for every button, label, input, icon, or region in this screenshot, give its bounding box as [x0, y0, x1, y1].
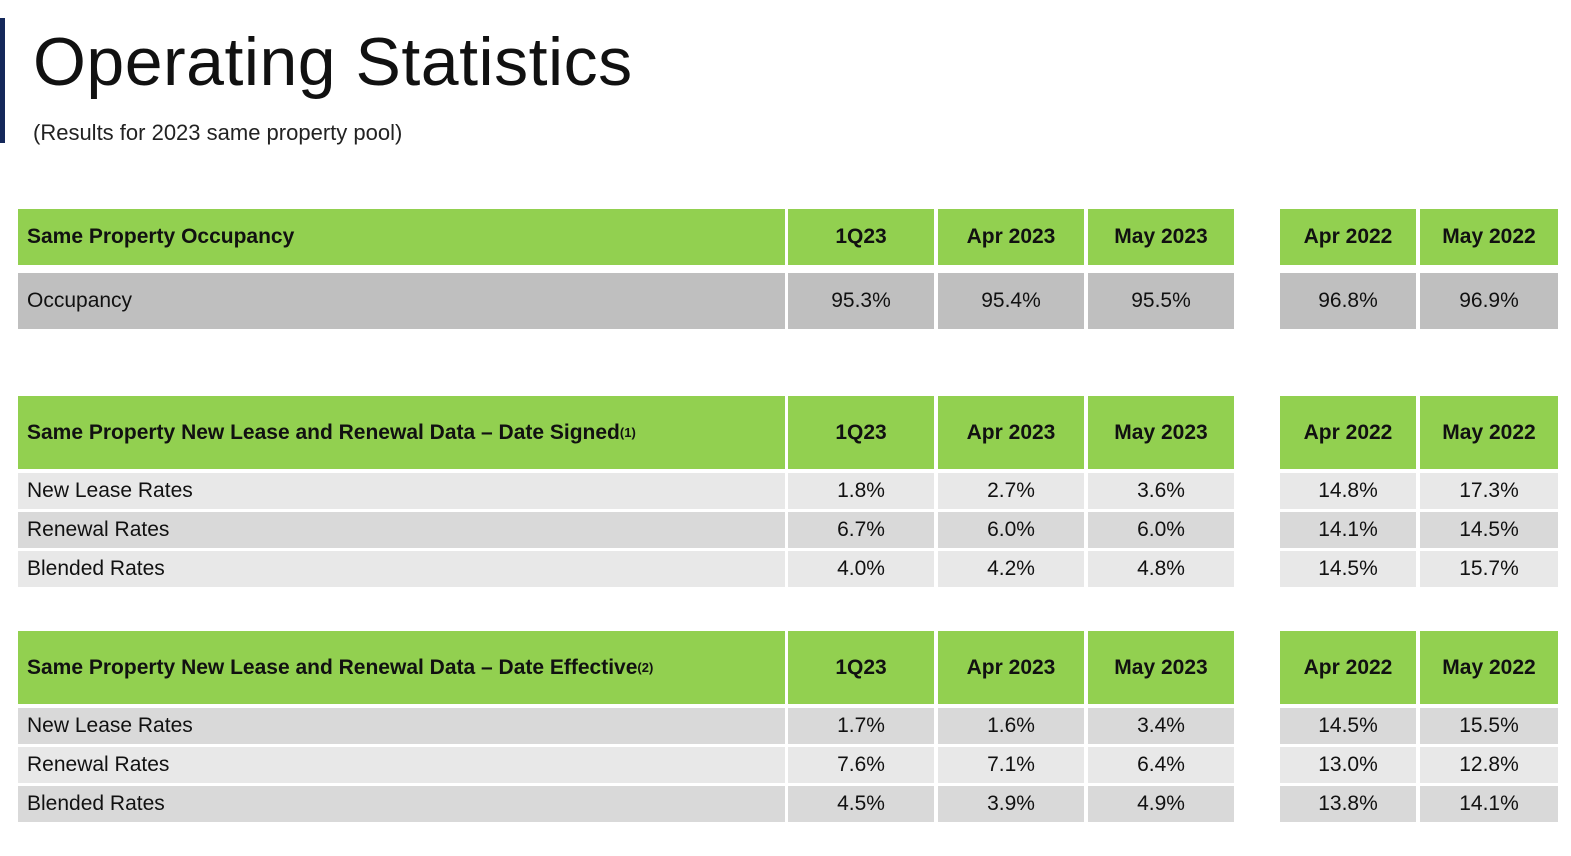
column-header: Apr 2023	[938, 631, 1084, 704]
data-cell: 4.2%	[938, 551, 1084, 587]
data-cell: 13.0%	[1280, 747, 1416, 783]
data-cell: 1.8%	[788, 473, 934, 509]
data-cell: 15.5%	[1420, 708, 1558, 744]
data-cell: 4.5%	[788, 786, 934, 822]
data-cell: 12.8%	[1420, 747, 1558, 783]
column-header: Apr 2022	[1280, 209, 1416, 265]
row-label: New Lease Rates	[18, 708, 785, 744]
data-cell: 4.0%	[788, 551, 934, 587]
column-header: Apr 2022	[1280, 631, 1416, 704]
data-cell: 3.4%	[1088, 708, 1234, 744]
row-label: Blended Rates	[18, 551, 785, 587]
data-cell: 6.4%	[1088, 747, 1234, 783]
page-subtitle: (Results for 2023 same property pool)	[33, 120, 403, 145]
data-cell: 3.6%	[1088, 473, 1234, 509]
column-header: Apr 2023	[938, 209, 1084, 265]
data-cell: 3.9%	[938, 786, 1084, 822]
data-cell: 2.7%	[938, 473, 1084, 509]
column-header: May 2023	[1088, 209, 1234, 265]
data-cell: 4.8%	[1088, 551, 1234, 587]
data-cell: 1.7%	[788, 708, 934, 744]
occupancy-table-heading: Same Property Occupancy	[18, 209, 785, 265]
data-cell: 14.5%	[1280, 708, 1416, 744]
data-cell: 4.9%	[1088, 786, 1234, 822]
row-label: Occupancy	[18, 273, 785, 329]
column-header: May 2022	[1420, 631, 1558, 704]
data-cell: 95.4%	[938, 273, 1084, 329]
column-header: May 2022	[1420, 396, 1558, 469]
data-cell: 13.8%	[1280, 786, 1416, 822]
date-effective-table-heading: Same Property New Lease and Renewal Data…	[18, 631, 785, 704]
title-accent-bar	[0, 18, 5, 143]
column-header: May 2022	[1420, 209, 1558, 265]
data-cell: 6.0%	[938, 512, 1084, 548]
data-cell: 7.1%	[938, 747, 1084, 783]
column-header: 1Q23	[788, 209, 934, 265]
column-header: 1Q23	[788, 631, 934, 704]
data-cell: 6.0%	[1088, 512, 1234, 548]
data-cell: 17.3%	[1420, 473, 1558, 509]
data-cell: 95.3%	[788, 273, 934, 329]
data-cell: 96.8%	[1280, 273, 1416, 329]
column-header: May 2023	[1088, 396, 1234, 469]
row-label: New Lease Rates	[18, 473, 785, 509]
column-header: May 2023	[1088, 631, 1234, 704]
date-signed-table-heading: Same Property New Lease and Renewal Data…	[18, 396, 785, 469]
data-cell: 15.7%	[1420, 551, 1558, 587]
row-label: Blended Rates	[18, 786, 785, 822]
column-header: Apr 2022	[1280, 396, 1416, 469]
page-title: Operating Statistics	[33, 24, 633, 100]
column-header: 1Q23	[788, 396, 934, 469]
data-cell: 6.7%	[788, 512, 934, 548]
row-label: Renewal Rates	[18, 512, 785, 548]
data-cell: 96.9%	[1420, 273, 1558, 329]
data-cell: 14.1%	[1280, 512, 1416, 548]
section-heading-text: Same Property Occupancy	[27, 225, 295, 248]
row-label: Renewal Rates	[18, 747, 785, 783]
column-header: Apr 2023	[938, 396, 1084, 469]
section-heading-text: Same Property New Lease and Renewal Data…	[27, 420, 620, 444]
data-cell: 14.5%	[1280, 551, 1416, 587]
data-cell: 1.6%	[938, 708, 1084, 744]
data-cell: 14.5%	[1420, 512, 1558, 548]
section-heading-text: Same Property New Lease and Renewal Data…	[27, 655, 638, 679]
data-cell: 14.1%	[1420, 786, 1558, 822]
data-cell: 7.6%	[788, 747, 934, 783]
data-cell: 14.8%	[1280, 473, 1416, 509]
data-cell: 95.5%	[1088, 273, 1234, 329]
